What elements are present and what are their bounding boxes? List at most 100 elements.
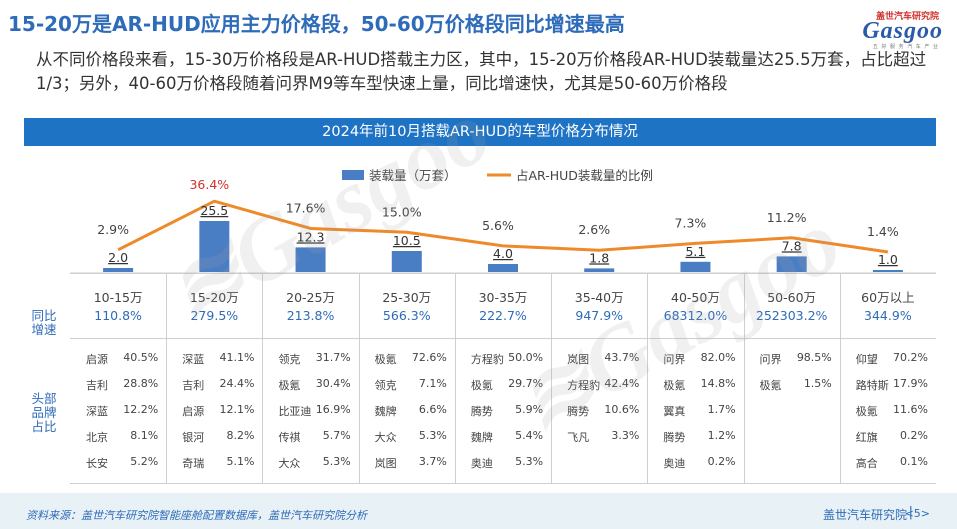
brand-share: 17.9% [893, 377, 928, 390]
brand-name: 方程豹 [567, 379, 601, 392]
brand-share: 72.6% [411, 351, 447, 364]
brand-name: 领克 [278, 353, 301, 366]
brand-name: 银河 [182, 431, 205, 444]
brand-name: 飞凡 [567, 431, 590, 444]
source-note: 资料来源：盖世汽车研究院智能座舱配置数据库，盖世汽车研究院分析 [26, 509, 367, 522]
brand-name: 岚图 [374, 457, 397, 470]
brand-share: 30.4% [315, 377, 351, 390]
table-column-divider [647, 273, 649, 484]
brand-share: 41.1% [219, 351, 255, 364]
brand-name: 北京 [86, 431, 108, 444]
brand-name: 岚图 [567, 353, 590, 366]
bar-value-label: 1.0 [878, 252, 898, 267]
price-segment-label: 30-35万 [478, 290, 528, 305]
price-segment-label: 25-30万 [382, 290, 432, 305]
table-column-divider [551, 273, 553, 484]
growth-value: 110.8% [94, 308, 142, 323]
brand-share: 98.5% [796, 351, 832, 364]
brand-name: 腾势 [470, 405, 493, 418]
bar-value-label: 5.1 [685, 244, 705, 259]
brand-share: 31.7% [315, 351, 351, 364]
share-percent-label: 2.6% [578, 222, 610, 237]
share-percent-label: 5.6% [482, 218, 514, 233]
brand-share: 1.2% [707, 429, 736, 442]
growth-value: 213.8% [286, 308, 335, 323]
brand-share: 3.3% [611, 429, 640, 442]
brand-name: 传祺 [278, 431, 301, 444]
table-column-divider [262, 273, 264, 484]
bar-value-label: 12.3 [297, 229, 325, 244]
bar [584, 268, 615, 272]
page-title: 15-20万是AR-HUD应用主力价格段，50-60万价格段同比增速最高 [8, 12, 625, 36]
growth-row-header: 同比 增速 [22, 309, 66, 337]
brand-share: 8.2% [226, 429, 255, 442]
brand-name: 长安 [86, 457, 108, 470]
bar [295, 247, 326, 272]
brand-share: 28.8% [123, 377, 159, 390]
bar-value-label: 7.8 [782, 238, 802, 253]
table-column-divider [358, 273, 360, 484]
brand-name: 高合 [855, 457, 878, 470]
bar [488, 264, 518, 272]
brand-name: 方程豹 [470, 353, 504, 366]
growth-value: 279.5% [190, 308, 239, 323]
brand-share: 5.4% [515, 429, 544, 442]
table-column-divider [454, 273, 456, 484]
price-segment-label: 10-15万 [93, 290, 143, 305]
share-percent-label: 1.4% [867, 224, 899, 239]
brand-name: 吉利 [86, 379, 108, 392]
logo-tagline: 五 好 服 务 汽 车 产 业 [872, 44, 939, 50]
brand-name: 翼真 [663, 405, 686, 418]
brand-name: 红旗 [855, 431, 878, 444]
bar [199, 221, 230, 272]
growth-value: 566.3% [382, 308, 431, 323]
bar-value-label: 4.0 [493, 246, 513, 261]
table-column-divider [743, 273, 745, 484]
brand-share: 5.1% [226, 455, 255, 468]
brand-share: 40.5% [123, 351, 159, 364]
bar [103, 268, 134, 272]
brand-name: 比亚迪 [278, 405, 312, 418]
brand-name: 启源 [86, 353, 108, 366]
legend-bar-swatch [342, 170, 364, 180]
table-column-divider [166, 273, 168, 484]
brand-header-line-3: 占比 [31, 419, 57, 434]
brand-name: 极氪 [374, 353, 397, 366]
brand-row-header: 头部 品牌 占比 [22, 392, 66, 434]
bar-value-label: 2.0 [108, 250, 128, 265]
share-line [117, 199, 889, 254]
brand-share: 6.6% [418, 403, 447, 416]
footer: 资料来源：盖世汽车研究院智能座舱配置数据库，盖世汽车研究院分析 盖世汽车研究院 … [0, 493, 957, 529]
brand-share: 29.7% [508, 377, 544, 390]
brand-name: 极氪 [470, 379, 493, 392]
brand-name: 极氪 [663, 379, 686, 392]
growth-value: 68312.0% [663, 308, 728, 323]
bar [391, 251, 422, 272]
share-percent-label: 36.4% [189, 177, 229, 192]
brand-share: 5.7% [322, 429, 351, 442]
growth-value: 947.9% [575, 308, 624, 323]
share-percent-label: 11.2% [767, 210, 807, 225]
brand-share: 50.0% [508, 351, 544, 364]
legend-line-label: 占AR-HUD装载量的比例 [516, 168, 653, 183]
page-number: <5> [904, 507, 930, 520]
brand-name: 魏牌 [374, 405, 397, 418]
brand-name: 大众 [374, 431, 397, 444]
brand-share: 5.3% [515, 455, 544, 468]
bar-value-label: 25.5 [200, 203, 228, 218]
brand-name: 启源 [182, 405, 205, 418]
brand-share: 11.6% [893, 403, 928, 416]
logo-brand-text: Gasgoo [862, 18, 943, 44]
table-frame [70, 273, 936, 484]
share-percent-label: 7.3% [675, 215, 707, 230]
brand-share: 7.1% [418, 377, 447, 390]
growth-value: 344.9% [864, 308, 912, 323]
brand-share: 16.9% [315, 403, 351, 416]
brand-share: 12.1% [219, 403, 255, 416]
brand-name: 奥迪 [663, 457, 686, 470]
share-percent-label: 2.9% [97, 222, 129, 237]
price-segment-label: 15-20万 [189, 290, 239, 305]
brand-name: 腾势 [663, 431, 686, 444]
brand-share: 12.2% [123, 403, 159, 416]
growth-header-line-1: 同比 [31, 308, 57, 323]
